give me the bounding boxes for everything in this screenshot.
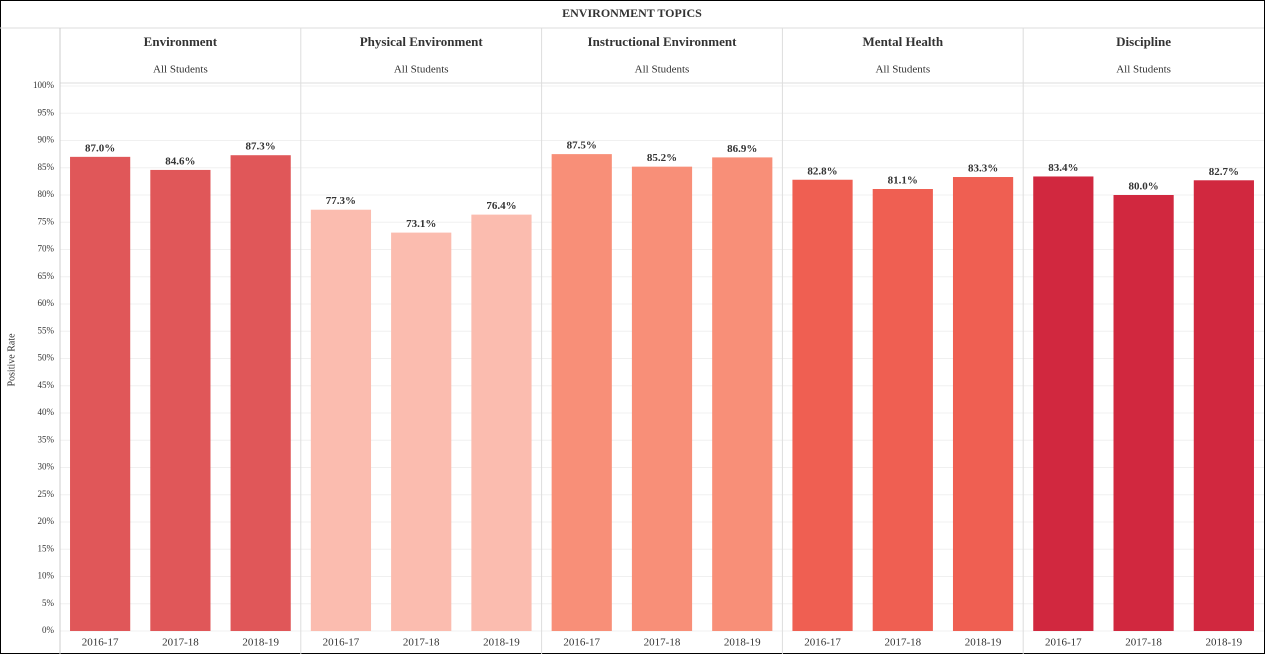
bar <box>792 179 853 632</box>
bar <box>230 155 291 631</box>
value-label: 86.9% <box>727 143 757 155</box>
bar <box>952 177 1014 631</box>
y-tick-label: 80% <box>38 189 55 199</box>
y-tick-label: 75% <box>38 216 55 226</box>
x-tick-label: 2018-19 <box>483 637 520 649</box>
value-label: 82.7% <box>1209 166 1239 178</box>
x-tick-label: 2016-17 <box>323 637 360 649</box>
x-tick-label: 2018-19 <box>242 637 279 649</box>
y-tick-label: 100% <box>33 80 55 90</box>
value-label: 85.2% <box>647 152 677 164</box>
panel-subtitle: All Students <box>875 64 930 76</box>
x-tick-label: 2018-19 <box>1206 637 1243 649</box>
panel-subtitle: All Students <box>635 64 690 76</box>
x-tick-label: 2016-17 <box>804 637 841 649</box>
value-label: 87.5% <box>567 140 597 152</box>
value-label: 77.3% <box>326 195 356 207</box>
panel-subtitle: All Students <box>1116 64 1171 76</box>
bar <box>872 189 933 631</box>
y-tick-label: 90% <box>38 135 55 145</box>
panel-subtitle: All Students <box>153 64 208 76</box>
value-label: 76.4% <box>486 200 516 212</box>
value-label: 83.4% <box>1048 162 1078 174</box>
chart-title: ENVIRONMENT TOPICS <box>562 6 702 20</box>
bar <box>70 156 131 631</box>
y-tick-label: 55% <box>38 325 55 335</box>
y-tick-label: 45% <box>38 380 55 390</box>
value-label: 80.0% <box>1128 181 1158 193</box>
y-tick-label: 65% <box>38 271 55 281</box>
y-tick-label: 35% <box>38 434 55 444</box>
value-label: 84.6% <box>165 155 195 167</box>
bar <box>150 169 211 631</box>
value-label: 81.1% <box>888 175 918 187</box>
y-tick-label: 60% <box>38 298 55 308</box>
bar <box>712 157 773 631</box>
x-tick-label: 2018-19 <box>965 637 1002 649</box>
y-tick-label: 0% <box>42 625 55 635</box>
panel-title: Mental Health <box>863 34 944 49</box>
value-label: 83.3% <box>968 163 998 175</box>
y-tick-label: 40% <box>38 407 55 417</box>
y-tick-label: 10% <box>38 571 55 581</box>
panel-subtitle: All Students <box>394 64 449 76</box>
x-tick-label: 2017-18 <box>403 637 440 649</box>
x-tick-label: 2017-18 <box>884 637 921 649</box>
x-tick-label: 2017-18 <box>162 637 199 649</box>
value-label: 87.0% <box>85 142 115 154</box>
bar <box>1113 195 1174 631</box>
x-tick-label: 2017-18 <box>644 637 681 649</box>
y-tick-label: 70% <box>38 244 55 254</box>
panel-title: Instructional Environment <box>588 34 738 49</box>
bar <box>631 166 693 631</box>
bar <box>310 209 372 631</box>
panel-title: Environment <box>144 34 218 49</box>
x-tick-label: 2016-17 <box>1045 637 1082 649</box>
bar <box>391 232 452 632</box>
bar <box>1033 176 1094 631</box>
value-label: 73.1% <box>406 218 436 230</box>
y-tick-label: 25% <box>38 489 55 499</box>
value-label: 82.8% <box>807 165 837 177</box>
value-label: 87.3% <box>246 141 276 153</box>
y-axis-label: Positive Rate <box>6 333 17 387</box>
y-tick-label: 15% <box>38 543 55 553</box>
x-tick-label: 2016-17 <box>82 637 119 649</box>
x-tick-label: 2017-18 <box>1125 637 1162 649</box>
y-tick-label: 20% <box>38 516 55 526</box>
x-tick-label: 2018-19 <box>724 637 761 649</box>
y-tick-label: 30% <box>38 462 55 472</box>
y-tick-label: 85% <box>38 162 55 172</box>
bar <box>471 214 532 631</box>
bar <box>551 154 612 631</box>
y-tick-label: 95% <box>38 107 55 117</box>
bar <box>1193 180 1254 631</box>
y-tick-label: 50% <box>38 353 55 363</box>
panel-title: Physical Environment <box>360 34 484 49</box>
y-tick-label: 5% <box>42 598 55 608</box>
panel-title: Discipline <box>1116 34 1171 49</box>
x-tick-label: 2016-17 <box>563 637 600 649</box>
